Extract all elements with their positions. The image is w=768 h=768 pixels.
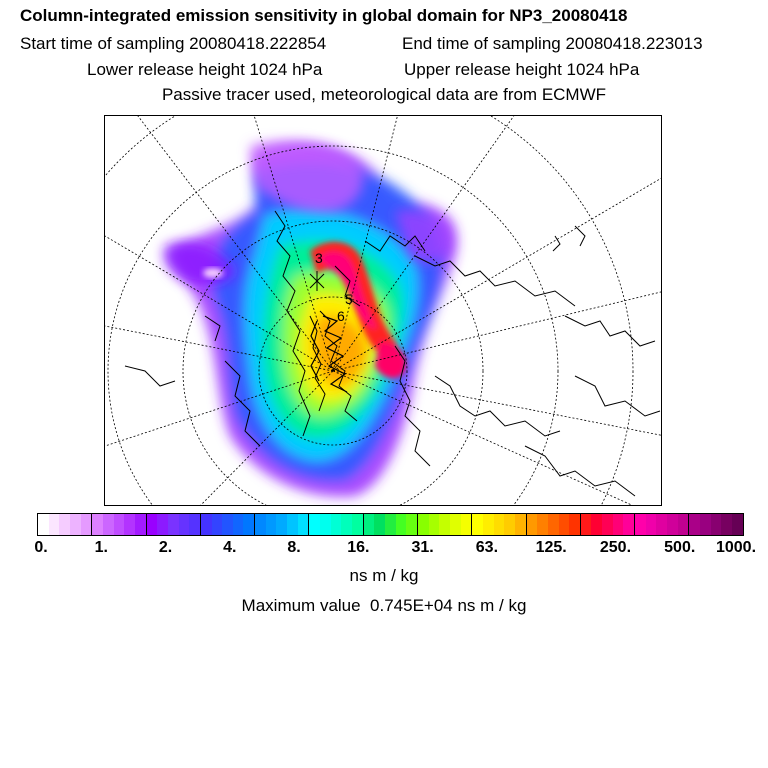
colorbar-swatch (38, 514, 49, 535)
sampling-track (310, 315, 348, 393)
colorbar-swatch (602, 514, 613, 535)
colorbar-tick-label: 125. (535, 539, 567, 556)
colorbar-swatch (48, 514, 60, 535)
colorbar-tick-label: 250. (599, 539, 632, 556)
upper-release-label: Upper release height 1024 hPa (404, 60, 640, 79)
colorbar-swatch (113, 514, 125, 535)
colorbar-swatch (579, 514, 592, 535)
colorbar-tick-label: 0. (34, 539, 48, 556)
colorbar-swatch (330, 514, 342, 535)
colorbar-tick-label: 8. (287, 539, 301, 556)
colorbar-swatch (623, 514, 635, 535)
colorbar-swatch (732, 514, 743, 535)
colorbar-swatch (493, 514, 505, 535)
colorbar-swatch (721, 514, 732, 535)
colorbar-swatch (525, 514, 538, 535)
colorbar-units: ns m / kg (349, 566, 419, 585)
colorbar-swatch (178, 514, 190, 535)
map-panel: 3 5 6 (104, 115, 662, 506)
polar-map: 3 5 6 (105, 116, 661, 505)
map-label-6: 6 (337, 308, 345, 324)
colorbar-swatch (222, 514, 233, 535)
colorbar-swatch (69, 514, 81, 535)
colorbar-swatch (232, 514, 244, 535)
coastlines (124, 210, 661, 497)
colorbar-swatch (645, 514, 657, 535)
release-marker (309, 271, 325, 291)
colorbar-tick-label: 2. (158, 539, 173, 556)
maximum-value-label: Maximum value 0.745E+04 ns m / kg (241, 596, 527, 615)
colorbar-swatch (449, 514, 461, 535)
colorbar-tick-label: 500. (664, 539, 696, 556)
start-time-label: Start time of sampling 20080418.222854 (20, 34, 327, 53)
colorbar-swatch (569, 514, 580, 535)
colorbar-swatch (514, 514, 526, 535)
map-label-3: 3 (315, 250, 323, 266)
colorbar-swatch (428, 514, 440, 535)
colorbar-swatch (547, 514, 559, 535)
colorbar-swatch (124, 514, 135, 535)
colorbar-tick-label: 1. (94, 539, 108, 556)
colorbar-swatch (276, 514, 288, 535)
colorbar-swatch (91, 514, 103, 535)
colorbar-tick-label: 31. (411, 539, 434, 556)
colorbar-swatch (287, 514, 298, 535)
graticule (105, 116, 661, 505)
passive-tracer-note: Passive tracer used, meteorological data… (161, 85, 607, 104)
colorbar-swatch (362, 514, 375, 535)
colorbar-swatch (265, 514, 277, 535)
colorbar-swatch (537, 514, 548, 535)
colorbar-swatch (482, 514, 494, 535)
colorbar-swatch (591, 514, 603, 535)
colorbar-swatch (59, 514, 70, 535)
colorbar (37, 513, 744, 536)
colorbar-swatch (341, 514, 353, 535)
colorbar-swatch (385, 514, 396, 535)
colorbar-tick-label: 4. (223, 539, 237, 556)
colorbar-swatch (167, 514, 179, 535)
colorbar-swatch (374, 514, 385, 535)
colorbar-swatch (688, 514, 701, 535)
colorbar-swatch (102, 514, 114, 535)
colorbar-swatch (612, 514, 624, 535)
plot-title: Column-integrated emission sensitivity i… (20, 6, 628, 25)
colorbar-swatch (558, 514, 570, 535)
colorbar-swatch (667, 514, 678, 535)
map-label-5: 5 (345, 291, 353, 307)
colorbar-swatch (254, 514, 266, 535)
colorbar-swatch (134, 514, 146, 535)
colorbar-swatch (416, 514, 429, 535)
colorbar-swatch (297, 514, 309, 535)
colorbar-swatch (439, 514, 450, 535)
colorbar-swatch (406, 514, 417, 535)
lower-release-label: Lower release height 1024 hPa (87, 60, 323, 79)
colorbar-swatch (189, 514, 200, 535)
colorbar-swatch (199, 514, 212, 535)
colorbar-swatch (352, 514, 363, 535)
colorbar-swatch (145, 514, 158, 535)
colorbar-swatch (308, 514, 321, 535)
colorbar-swatch (677, 514, 689, 535)
colorbar-swatch (700, 514, 711, 535)
colorbar-swatch (243, 514, 255, 535)
colorbar-swatch (395, 514, 407, 535)
colorbar-swatch (656, 514, 668, 535)
end-time-label: End time of sampling 20080418.223013 (402, 34, 703, 53)
colorbar-swatch (157, 514, 168, 535)
colorbar-swatch (710, 514, 722, 535)
colorbar-tick-label: 63. (475, 539, 499, 556)
colorbar-swatch (471, 514, 483, 535)
colorbar-tick-label: 16. (347, 539, 370, 556)
colorbar-swatch (80, 514, 92, 535)
colorbar-swatch (320, 514, 331, 535)
colorbar-swatch (211, 514, 223, 535)
colorbar-swatch (460, 514, 472, 535)
colorbar-swatch (634, 514, 646, 535)
colorbar-tick-label: 1000. (715, 539, 757, 556)
colorbar-swatch (504, 514, 515, 535)
sensitivity-plume (163, 141, 457, 497)
